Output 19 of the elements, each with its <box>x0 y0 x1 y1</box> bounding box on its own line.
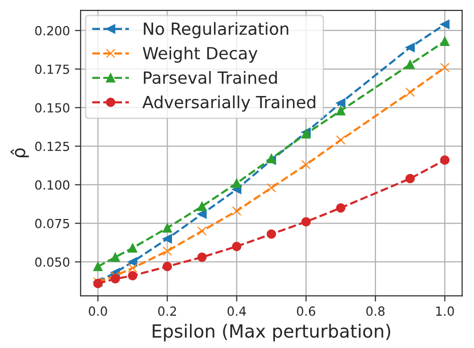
y-tick-label: 0.050 <box>35 257 70 267</box>
x-tick-label: 1.0 <box>436 306 454 316</box>
x-tick-label: 0.4 <box>228 306 246 316</box>
x-tick-label: 0.6 <box>296 306 316 316</box>
x-axis-title: Epsilon (Max perturbation) <box>152 324 390 342</box>
x-tick-label: 0.2 <box>158 306 176 316</box>
y-tick-label: 0.100 <box>35 180 70 190</box>
x-tick-label: 0.0 <box>88 306 108 316</box>
legend-label: Weight Decay <box>142 46 258 63</box>
legend-label: No Regularization <box>144 22 288 38</box>
y-tick-label: 0.125 <box>35 142 70 152</box>
y-axis-title: ρ̂ <box>10 148 29 158</box>
legend-label: Adversarially Trained <box>142 95 316 112</box>
legend-label: Parseval Trained <box>144 71 277 84</box>
x-tick-label: 0.8 <box>366 306 385 316</box>
y-tick-label: 0.150 <box>35 103 70 113</box>
y-tick-label: 0.175 <box>35 64 70 74</box>
y-tick-label: 0.075 <box>35 218 70 228</box>
y-tick-label: 0.200 <box>35 26 70 36</box>
